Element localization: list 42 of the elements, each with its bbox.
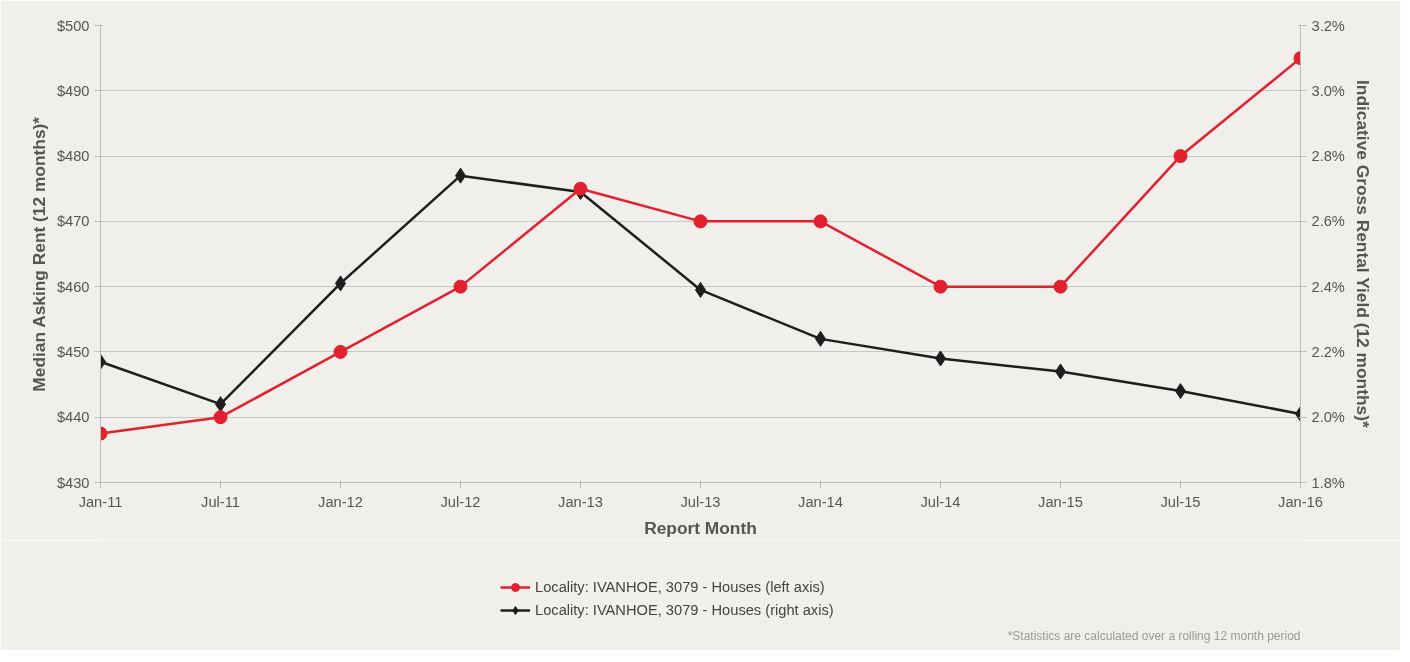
point [333,344,348,359]
y-tick-label: $500 [56,17,90,34]
y-tick-label: $450 [56,343,90,360]
point [693,214,708,229]
y-tick-label: $470 [56,213,90,230]
x-tick-label: Jul-13 [680,493,721,510]
x-tick-label: Jul-11 [201,493,240,510]
point [453,279,468,294]
y-tick-label: $480 [56,148,90,165]
y-axis-title: Median Asking Rent (12 months)* [28,116,49,392]
point [813,214,828,229]
x-tick-label: Jul-14 [920,493,961,510]
y2-tick-label: 2.8% [1311,148,1345,165]
legend-label: Locality: IVANHOE, 3079 - Houses (right axis) [535,602,834,618]
x-tick-label: Jan-14 [798,493,843,510]
point [1053,279,1068,294]
y2-tick-label: 3.2% [1311,17,1345,34]
y2-tick-label: 2.4% [1311,278,1345,295]
x-tick-label: Jan-12 [318,493,363,510]
x-tick-label: Jan-13 [558,493,603,510]
point [1173,149,1188,164]
point [573,181,588,196]
y2-tick-label: 3.0% [1311,82,1345,99]
legend-label: Locality: IVANHOE, 3079 - Houses (left axis) [535,579,825,595]
x-tick-label: Jul-12 [440,493,481,510]
x-axis-title: Report Month [644,517,757,538]
point [933,279,948,294]
y2-axis-title: Indicative Gross Rental Yield (12 months)* [1352,80,1373,428]
y-tick-label: $490 [56,82,90,99]
text: *Statistics are calculated over a rolling 12 month period [1007,628,1301,643]
point [213,410,228,425]
x-tick-label: Jan-11 [78,493,123,510]
y-tick-label: $430 [56,474,90,491]
x-tick-label: Jan-16 [1278,493,1323,510]
y2-tick-label: 2.6% [1311,213,1345,230]
y2-tick-label: 1.8% [1311,474,1345,491]
x-tick-label: Jan-15 [1038,493,1083,510]
y-tick-label: $460 [56,278,90,295]
y2-tick-label: 2.0% [1311,409,1345,426]
y2-tick-label: 2.2% [1311,343,1345,360]
x-tick-label: Jul-15 [1160,493,1201,510]
y-tick-label: $440 [56,409,90,426]
